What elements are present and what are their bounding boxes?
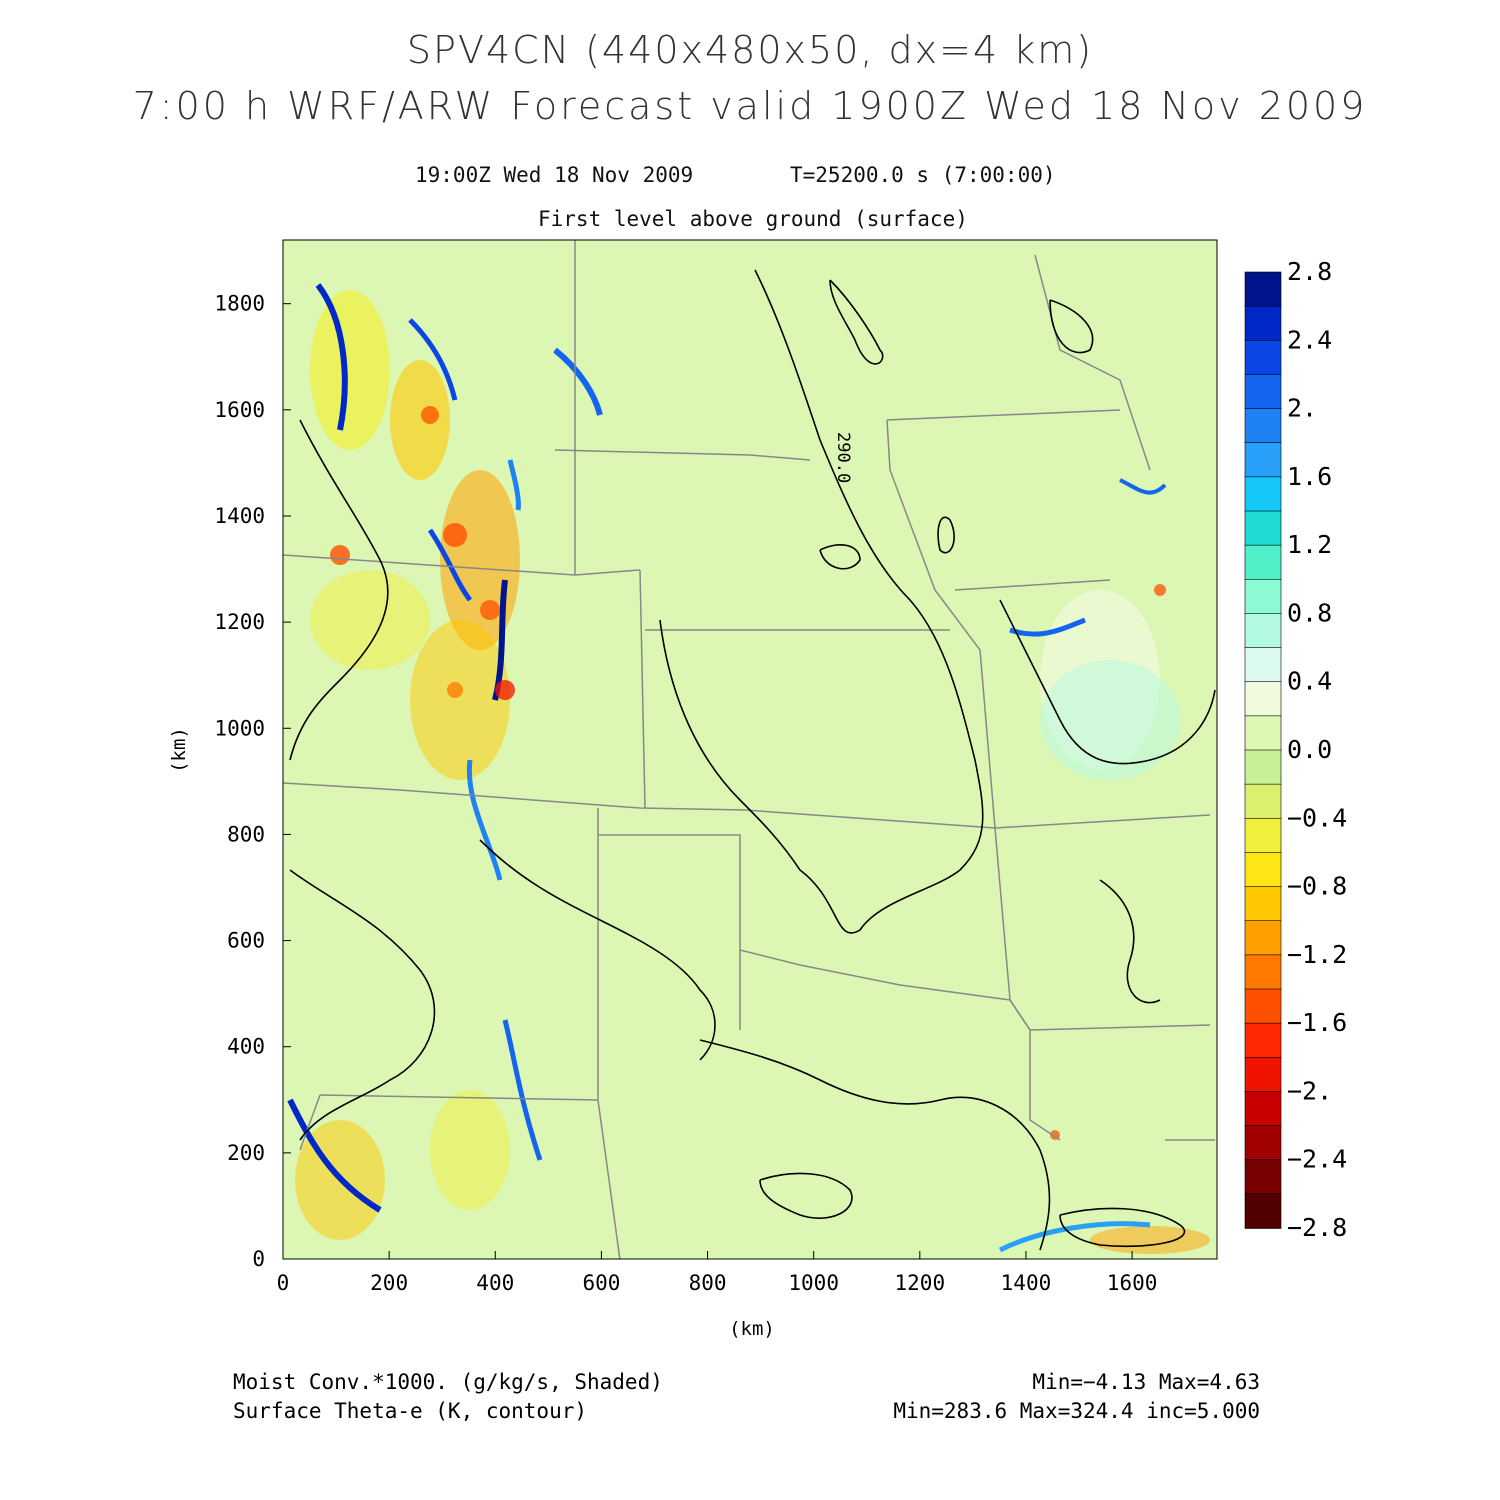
contour-minmax: Min=283.6 Max=324.4 inc=5.000 (893, 1399, 1260, 1423)
model-time: T=25200.0 s (7:00:00) (790, 163, 1056, 187)
x-tick-label: 200 (370, 1271, 408, 1295)
colorbar-cell (1244, 374, 1282, 410)
colorbar-cell (1244, 442, 1282, 478)
shaded-minmax: Min=−4.13 Max=4.63 (1032, 1370, 1260, 1394)
x-axis-ticks: 0 200 400 600 800 1000 1200 1400 1600 (277, 1251, 1158, 1295)
contour-field-label: Surface Theta-e (K, contour) (233, 1399, 588, 1423)
valid-time: 19:00Z Wed 18 Nov 2009 (415, 163, 694, 187)
title-line-2: 7:00 h WRF/ARW Forecast valid 1900Z Wed … (132, 84, 1368, 128)
colorbar-label: 1.6 (1287, 462, 1332, 491)
colorbar-cell (1244, 647, 1282, 683)
y-tick-label: 1200 (214, 610, 265, 634)
y-tick-label: 1600 (214, 398, 265, 422)
colorbar-label: −1.2 (1287, 940, 1347, 969)
colorbar-label: 0.8 (1287, 598, 1332, 627)
colorbar-cell (1244, 783, 1282, 820)
colorbar-label: −2.4 (1287, 1145, 1347, 1174)
level-label: First level above ground (surface) (538, 207, 968, 231)
x-axis-label: (km) (729, 1318, 775, 1340)
colorbar-cell (1244, 339, 1282, 376)
y-tick-label: 600 (227, 929, 265, 953)
colorbar-cell (1244, 613, 1282, 649)
colorbar-label: 0.4 (1287, 667, 1332, 696)
x-tick-label: 1600 (1107, 1271, 1158, 1295)
colorbar-cell (1244, 920, 1282, 956)
colorbar-cell (1244, 954, 1282, 990)
colorbar-label: 2. (1287, 394, 1317, 423)
colorbar-cell (1244, 544, 1282, 581)
colorbar-cell (1244, 1125, 1282, 1161)
colorbar-label: 0.0 (1287, 735, 1332, 764)
x-tick-label: 0 (277, 1271, 290, 1295)
colorbar-cell (1244, 476, 1282, 512)
colorbar-cell (1244, 1159, 1282, 1195)
y-tick-label: 200 (227, 1141, 265, 1165)
x-tick-label: 1200 (895, 1271, 946, 1295)
colorbar-label: 2.8 (1287, 257, 1332, 286)
colorbar-cell (1244, 305, 1282, 342)
map-panel: 290.0 0 200 400 600 800 1000 1200 1400 1600 0 200… (168, 239, 1218, 1340)
contour-label: 290.0 (833, 432, 853, 483)
colorbar-label: −2.8 (1287, 1213, 1347, 1242)
colorbar-cell (1244, 886, 1282, 922)
y-axis-ticks: 0 200 400 600 800 1000 1200 1400 1600 1800 (214, 292, 291, 1271)
colorbar-cell (1244, 1056, 1282, 1093)
colorbar-cell (1244, 578, 1282, 615)
colorbar-label: −0.4 (1287, 803, 1347, 832)
shaded-field-label: Moist Conv.*1000. (g/kg/s, Shaded) (233, 1370, 663, 1394)
y-tick-label: 1800 (214, 292, 265, 316)
x-tick-label: 1000 (788, 1271, 839, 1295)
colorbar-cell (1244, 1193, 1282, 1229)
colorbar-label: −0.8 (1287, 872, 1347, 901)
colorbar-cell (1244, 408, 1282, 444)
y-tick-label: 1400 (214, 504, 265, 528)
x-tick-label: 800 (689, 1271, 727, 1295)
colorbar-cell (1244, 749, 1282, 785)
colorbar-label: 1.2 (1287, 530, 1332, 559)
x-tick-label: 1400 (1001, 1271, 1052, 1295)
colorbar-label: −2. (1287, 1076, 1332, 1105)
colorbar-cell (1244, 715, 1282, 751)
y-tick-label: 0 (252, 1247, 265, 1271)
colorbar-label: −1.6 (1287, 1008, 1347, 1037)
colorbar-cell (1244, 510, 1282, 546)
title-line-1: SPV4CN (440x480x50, dx=4 km) (406, 28, 1094, 72)
x-tick-label: 600 (582, 1271, 620, 1295)
theta-e-contours (289, 269, 1216, 1251)
y-axis-label: (km) (168, 727, 190, 773)
colorbar-cell (1244, 817, 1282, 854)
x-tick-label: 400 (476, 1271, 514, 1295)
y-tick-label: 800 (227, 822, 265, 846)
colorbar-cell (1244, 852, 1282, 888)
moisture-convergence-shading (287, 283, 1210, 1254)
colorbar: 2.8 2.4 2. 1.6 1.2 0.8 0.4 0.0 −0.4 −0.8 −1.2 −1.6 −… (1244, 257, 1347, 1242)
colorbar-cell (1244, 1091, 1282, 1127)
colorbar-cell (1244, 271, 1282, 307)
colorbar-cell (1244, 1022, 1282, 1059)
colorbar-label: 2.4 (1287, 325, 1332, 354)
y-tick-label: 1000 (214, 716, 265, 740)
colorbar-cell (1244, 681, 1282, 717)
y-tick-label: 400 (227, 1035, 265, 1059)
colorbar-cell (1244, 988, 1282, 1024)
